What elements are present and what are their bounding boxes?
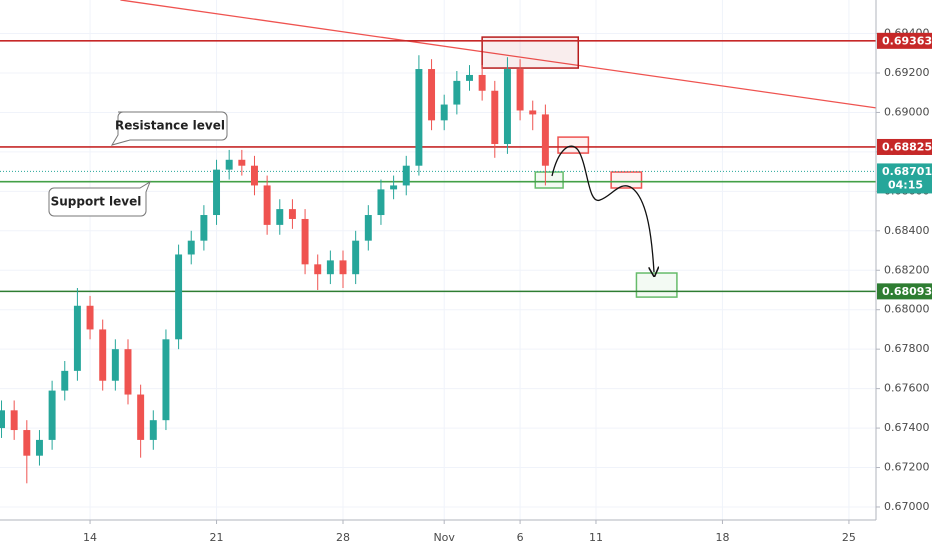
candle-body xyxy=(213,169,221,216)
candle-body xyxy=(0,410,5,429)
zone xyxy=(534,171,564,189)
candle-body xyxy=(23,430,31,456)
candle-body xyxy=(99,329,107,381)
x-tick-label: 18 xyxy=(715,531,729,544)
level-label-bg xyxy=(877,138,932,155)
x-tick-label: 14 xyxy=(83,531,97,544)
y-tick-label: 0.67800 xyxy=(884,342,930,355)
candle-body xyxy=(35,439,43,456)
candle-body xyxy=(124,349,132,395)
level-label: 0.68825 xyxy=(882,140,932,153)
x-tick-label: 11 xyxy=(589,531,603,544)
candle-body xyxy=(364,215,372,241)
candle-body xyxy=(200,215,208,241)
candle-body xyxy=(48,390,56,440)
candle-body xyxy=(415,69,423,166)
callout-box xyxy=(110,111,228,146)
candle-body xyxy=(541,114,549,166)
candle-body xyxy=(276,209,284,225)
candle-body xyxy=(314,264,322,275)
y-tick-label: 0.68400 xyxy=(884,224,930,237)
candle-body xyxy=(440,104,448,121)
y-tick-label: 0.68000 xyxy=(884,303,930,316)
x-tick-label: 21 xyxy=(210,531,224,544)
candle-body xyxy=(339,260,347,275)
level-label-bg xyxy=(877,283,932,300)
candle-body xyxy=(162,339,170,421)
candle-body xyxy=(428,69,436,121)
candle-body xyxy=(390,185,398,190)
x-tick-label: 28 xyxy=(336,531,350,544)
candle-body xyxy=(10,410,18,431)
candle-body xyxy=(263,185,271,225)
trendline xyxy=(120,0,876,109)
y-tick-label: 0.67200 xyxy=(884,461,930,474)
candle-body xyxy=(187,240,195,255)
callout-text: Resistance level xyxy=(115,119,225,133)
projection-arrow xyxy=(551,145,654,272)
candle-body xyxy=(250,165,258,186)
candle-body xyxy=(175,254,183,340)
support-callout: Support level xyxy=(48,180,152,217)
candle-body xyxy=(288,209,296,219)
candle-body xyxy=(503,69,511,145)
candle-body xyxy=(238,159,246,166)
level-label-bg xyxy=(877,32,932,49)
candle-body xyxy=(86,305,94,330)
zone xyxy=(481,36,580,69)
x-tick-label: Nov xyxy=(433,531,455,544)
current-price-label: 0.68701 xyxy=(882,165,932,178)
countdown-label: 04:15 xyxy=(888,178,923,191)
y-tick-label: 0.67000 xyxy=(884,500,930,513)
candle-body xyxy=(402,165,410,186)
level-label: 0.69363 xyxy=(882,34,932,47)
candle-body xyxy=(61,370,69,391)
current-price-bg xyxy=(877,163,932,194)
candle-body xyxy=(301,218,309,265)
axes: 0.67000 0.67200 0.67400 0.67600 0.67800 0.680… xyxy=(83,27,932,544)
candle-body xyxy=(491,90,499,145)
candle-body xyxy=(377,189,385,216)
candle-body xyxy=(73,305,81,371)
callout-box xyxy=(48,180,152,217)
candle-body xyxy=(529,110,537,115)
candle-body xyxy=(225,159,233,170)
y-tick-label: 0.67400 xyxy=(884,421,930,434)
candle-body xyxy=(516,69,524,111)
candle-body xyxy=(352,240,360,275)
plot-area xyxy=(0,0,876,484)
resistance-callout: Resistance level xyxy=(110,111,228,146)
callout-text: Support level xyxy=(51,195,142,209)
candle-body xyxy=(326,260,334,275)
zone xyxy=(610,171,643,189)
y-tick-label: 0.67600 xyxy=(884,382,930,395)
candle-body xyxy=(478,74,486,91)
y-tick-label: 0.68200 xyxy=(884,263,930,276)
level-label: 0.68093 xyxy=(882,285,932,298)
candle-body xyxy=(137,394,145,440)
candle-body xyxy=(453,80,461,105)
x-tick-label: 6 xyxy=(517,531,524,544)
y-tick-label: 0.69000 xyxy=(884,105,930,118)
x-tick-label: 25 xyxy=(842,531,856,544)
y-tick-label: 0.69200 xyxy=(884,66,930,79)
zone xyxy=(635,272,678,298)
candle-body xyxy=(466,74,473,81)
candle-body xyxy=(149,420,157,440)
candle-body xyxy=(111,349,119,381)
